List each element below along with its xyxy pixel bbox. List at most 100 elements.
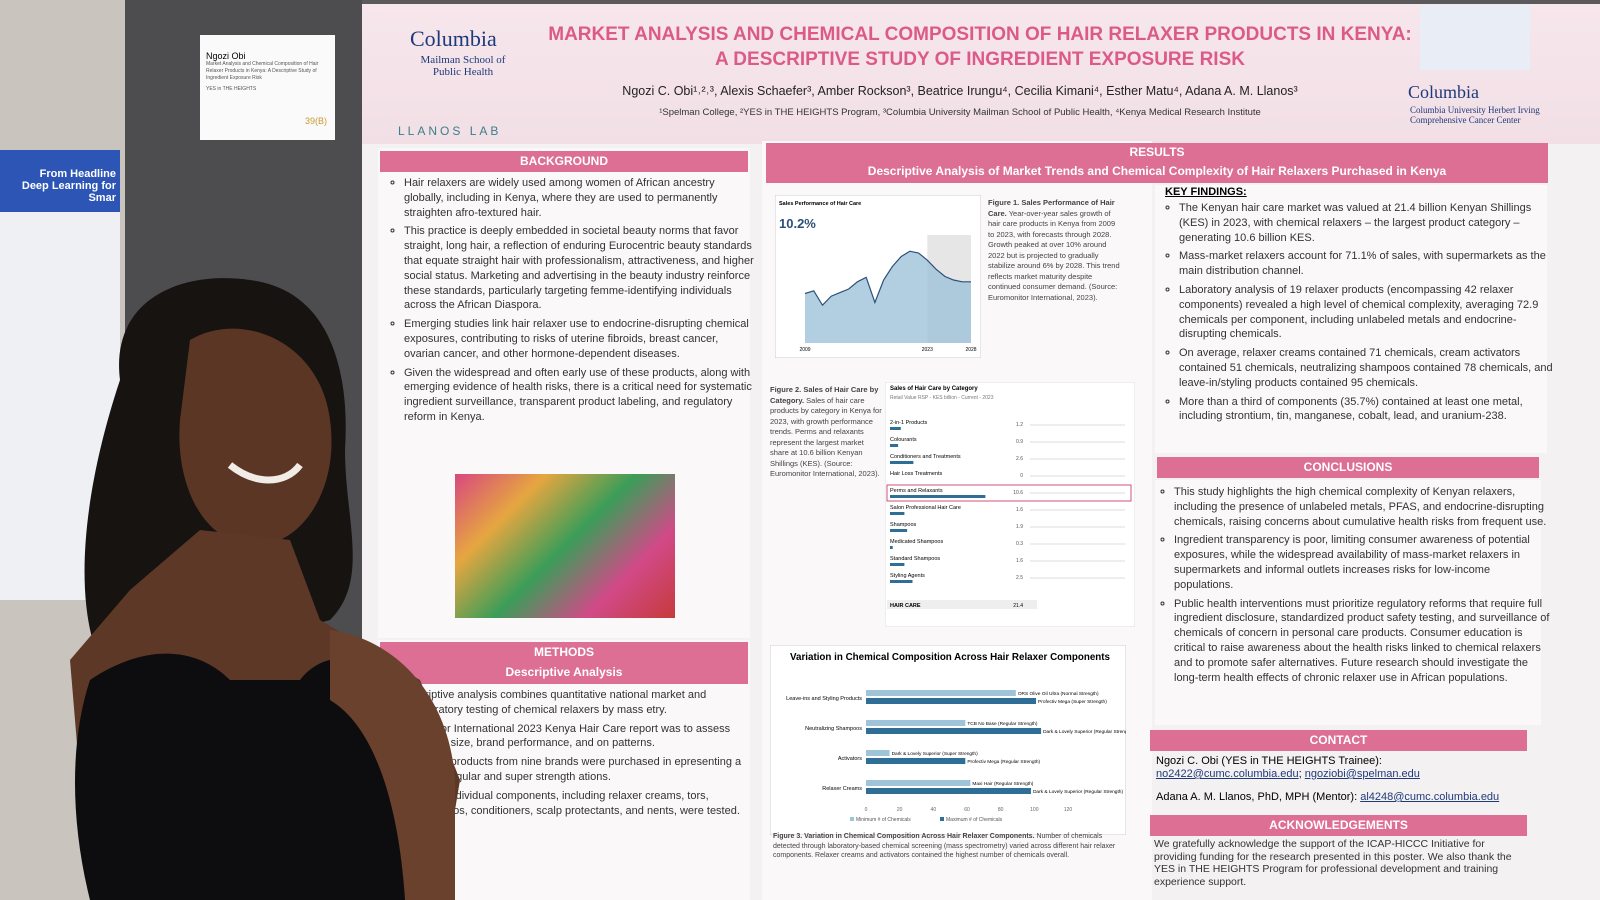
bar xyxy=(890,444,899,447)
school-name: Columbia xyxy=(410,26,497,51)
bullet: monitor International 2023 Kenya Hair Ca… xyxy=(414,722,754,752)
section-heading: CONTACT xyxy=(1150,730,1527,751)
bar xyxy=(866,720,966,726)
contact-person: Adana A. M. Llanos, PhD, MPH (Mentor): xyxy=(1156,791,1358,803)
neighbor-title: From Headline xyxy=(39,168,116,180)
conclusions-panel xyxy=(1155,480,1541,725)
bar xyxy=(890,461,914,464)
center-name: Columbia xyxy=(1408,82,1479,102)
bar xyxy=(866,728,1042,734)
category-label: Leave-ins and Styling Products xyxy=(786,696,862,702)
methods-heading: METHODS xyxy=(534,645,594,659)
section-heading: CONCLUSIONS xyxy=(1157,457,1539,478)
legend-label: Maximum # of Chemicals xyxy=(946,817,1003,823)
caption-title: Figure 3. Variation in Chemical Composit… xyxy=(773,833,1035,840)
bullet: Laboratory analysis of 19 relaxer produc… xyxy=(1179,283,1559,342)
results-heading: RESULTS xyxy=(1129,145,1185,159)
section-heading: BACKGROUND xyxy=(380,151,748,172)
email[interactable]: no2422@cumc.columbia.edu xyxy=(1156,768,1299,780)
value-label: 0.9 xyxy=(1016,439,1023,445)
category-label: Conditioners and Treatments xyxy=(890,454,961,460)
title-line: A DESCRIPTIVE STUDY OF INGREDIENT EXPOSU… xyxy=(715,49,1245,70)
x-tick-label: 120 xyxy=(1064,807,1073,813)
figure-2: Sales of Hair Care by Category Retail Val… xyxy=(885,382,1135,627)
x-tick-label: 100 xyxy=(1030,807,1039,813)
category-label: Relaxer Creams xyxy=(822,786,862,792)
bar xyxy=(890,563,905,566)
category-label: Salon Professional Hair Care xyxy=(890,505,961,511)
chart-subtitle: Retail Value RSP - KES billion - Current… xyxy=(890,395,994,401)
value-label: Profectiv Mega (Regular Strength) xyxy=(967,759,1040,765)
background-list: Hair relaxers are widely used among wome… xyxy=(388,176,754,429)
school-sub: Mailman School of Public Health xyxy=(420,54,506,78)
total-row xyxy=(887,600,1037,609)
value-label: Dark & Lovely Superior (Super Strength) xyxy=(892,751,979,757)
findings-list: The Kenyan hair care market was valued a… xyxy=(1163,201,1559,428)
value-label: 1.6 xyxy=(1016,558,1023,564)
title-line: MARKET ANALYSIS AND CHEMICAL COMPOSITION… xyxy=(548,24,1412,45)
name-card: Ngozi Obi Market Analysis and Chemical C… xyxy=(200,35,335,140)
neighbor-title: Deep Learning for Smar xyxy=(21,180,116,204)
contact-person: Ngozi C. Obi (YES in THE HEIGHTS Trainee… xyxy=(1156,755,1382,767)
total-label: HAIR CARE xyxy=(890,603,921,609)
legend-swatch xyxy=(940,817,944,821)
figure-caption: Figure 1. Sales Performance of Hair Care… xyxy=(988,198,1123,303)
value-label: Dark & Lovely Superior (Regular Strength… xyxy=(1043,729,1126,735)
value-label: Maxi Hair (Regular Strength) xyxy=(972,781,1033,787)
chart-frame xyxy=(885,382,1135,627)
bar xyxy=(890,495,986,498)
value-label: TCB No Base (Regular Strength) xyxy=(967,721,1038,727)
poster-title: MARKET ANALYSIS AND CHEMICAL COMPOSITION… xyxy=(540,22,1420,72)
program-photo xyxy=(1420,5,1530,70)
bullet: relaxer products from nine brands were p… xyxy=(414,755,754,785)
findings-panel xyxy=(1155,185,1547,453)
bullet: Emerging studies link hair relaxer use t… xyxy=(404,317,754,361)
value-label: 1.9 xyxy=(1016,524,1023,530)
category-label: Styling Agents xyxy=(890,573,925,579)
x-tick-label: 2023 xyxy=(922,347,933,353)
bullet: The Kenyan hair care market was valued a… xyxy=(1179,201,1559,245)
chart-frame xyxy=(770,645,1126,835)
line xyxy=(804,250,971,307)
chart-title: Sales Performance of Hair Care xyxy=(779,201,861,207)
arm xyxy=(330,630,455,900)
category-label: Shampoos xyxy=(890,522,917,528)
bar xyxy=(866,698,1037,704)
category-label: Medicated Shampoos xyxy=(890,539,943,545)
caption-text: Number of chemicals detected through lab… xyxy=(773,833,1116,859)
section-heading: ACKNOWLEDGEMENTS xyxy=(1150,815,1527,836)
x-tick-label: 20 xyxy=(897,807,903,813)
authors: Ngozi C. Obi¹˒²˒³, Alexis Schaefer³, Amb… xyxy=(622,84,1298,98)
x-tick-label: 0 xyxy=(865,807,868,813)
bar xyxy=(866,758,966,764)
category-label: Standard Shampoos xyxy=(890,556,940,562)
person xyxy=(70,278,460,900)
highlight xyxy=(886,484,1132,502)
bar xyxy=(866,788,1031,794)
total-value: 21.4 xyxy=(1013,603,1023,609)
caption-title: Figure 2. Sales of Hair Care by Category… xyxy=(770,385,879,405)
x-tick-label: 80 xyxy=(998,807,1004,813)
bullet: Public health interventions must priorit… xyxy=(1174,597,1552,686)
x-tick-label: 2009 xyxy=(799,347,810,353)
figure-caption: Figure 3. Variation in Chemical Composit… xyxy=(773,832,1125,861)
email[interactable]: ngoziobi@spelman.edu xyxy=(1304,768,1420,780)
email[interactable]: al4248@cumc.columbia.edu xyxy=(1360,791,1500,803)
figure-3: Variation in Chemical Composition Across… xyxy=(770,645,1126,835)
lab-name: LLANOS LAB xyxy=(398,124,502,138)
product-photo xyxy=(455,474,675,618)
bullet: scriptive analysis combines quantitative… xyxy=(414,688,754,718)
section-heading: RESULTS Descriptive Analysis of Market T… xyxy=(766,143,1548,183)
results-subheading: Descriptive Analysis of Market Trends an… xyxy=(867,164,1447,178)
bar xyxy=(890,512,905,515)
category-label: Neutralizing Shampoos xyxy=(805,726,862,732)
caption-title: Figure 1. Sales Performance of Hair Care… xyxy=(988,198,1115,218)
value-label: ORS Olive Oil Ultra (Normal Strength) xyxy=(1018,691,1099,697)
card-program: YES in THE HEIGHTS xyxy=(206,86,257,92)
category-label: Activators xyxy=(838,756,862,762)
value-label: 2.5 xyxy=(1016,575,1023,581)
card-name: Ngozi Obi xyxy=(206,51,246,61)
center-sub: Columbia University Herbert Irving Compr… xyxy=(1410,105,1540,125)
value-label: 1.2 xyxy=(1016,422,1023,428)
